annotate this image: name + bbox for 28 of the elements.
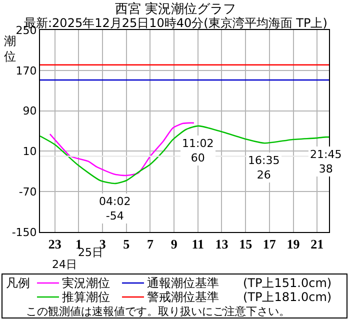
y-axis-title: 潮位	[4, 34, 16, 64]
x-tick-label: 21	[310, 236, 324, 252]
annotation: 21:45 38	[310, 148, 342, 176]
x-tick-label: 13	[215, 236, 229, 252]
y-tick-label: -150	[12, 226, 37, 239]
legend-label: 通報潮位基準 (TP上151.0cm)	[147, 276, 332, 290]
chart-title: 西宮 実況潮位グラフ	[115, 1, 236, 17]
x-tick-label: 19	[286, 236, 300, 252]
x-tick-label: 15	[239, 236, 253, 252]
annotation: 16:35 26	[248, 154, 280, 182]
text: この観測値は速報値です。取り扱いにご注意下さい。	[26, 305, 290, 318]
x-tick-label: 17	[262, 236, 276, 252]
text: 24日	[52, 258, 77, 271]
x-tick-label: 9	[170, 236, 178, 252]
annotation: 11:02 60	[182, 137, 214, 164]
annotation: 04:02 -54	[99, 195, 131, 222]
x-tick-label: 23	[48, 236, 62, 252]
y-tick-label: 10	[22, 145, 37, 158]
x-tick-label: 11	[192, 236, 204, 252]
y-tick-label: 170	[16, 64, 37, 78]
x-tick-label: 7	[146, 236, 154, 252]
legend-label: 推算潮位	[62, 290, 110, 304]
legend-title: 凡例	[6, 276, 30, 290]
legend-label: 実況潮位	[62, 276, 110, 290]
y-tick-label: 90	[22, 104, 37, 118]
x-tick-label: 5	[123, 236, 130, 252]
legend-label: 警戒潮位基準 (TP上181.0cm)	[147, 290, 332, 304]
y-tick-label: -70	[18, 185, 37, 198]
